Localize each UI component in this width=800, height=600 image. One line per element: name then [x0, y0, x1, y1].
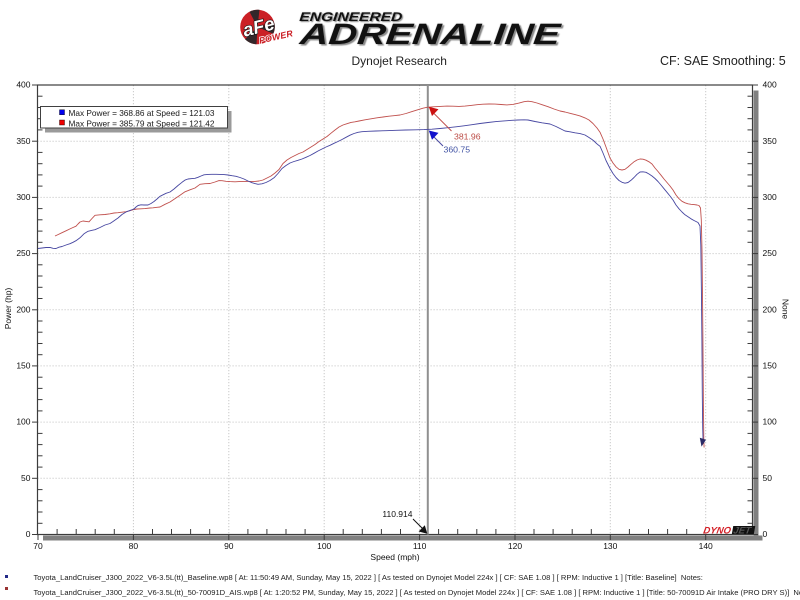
svg-text:Speed (mph): Speed (mph) — [370, 552, 419, 562]
svg-text:Max Power = 385.79 at Speed =: Max Power = 385.79 at Speed = 121.42 — [69, 118, 215, 128]
svg-text:120: 120 — [508, 541, 522, 551]
svg-text:350: 350 — [763, 136, 777, 146]
svg-text:140: 140 — [699, 541, 713, 551]
svg-text:400: 400 — [16, 80, 30, 90]
svg-text:100: 100 — [317, 541, 331, 551]
svg-text:150: 150 — [16, 361, 30, 371]
svg-text:Power (hp): Power (hp) — [3, 288, 13, 330]
svg-text:130: 130 — [603, 541, 617, 551]
svg-text:50: 50 — [21, 473, 31, 483]
svg-text:200: 200 — [763, 304, 777, 314]
svg-text:100: 100 — [763, 417, 777, 427]
svg-text:250: 250 — [16, 248, 30, 258]
svg-text:350: 350 — [16, 136, 30, 146]
svg-text:250: 250 — [763, 248, 777, 258]
svg-text:300: 300 — [16, 192, 30, 202]
svg-text:200: 200 — [16, 304, 30, 314]
svg-text:150: 150 — [763, 361, 777, 371]
svg-text:DYNO: DYNO — [702, 526, 732, 537]
svg-text:110.914: 110.914 — [382, 509, 412, 519]
svg-text:360.75: 360.75 — [444, 145, 471, 155]
svg-text:381.96: 381.96 — [454, 132, 481, 142]
svg-text:100: 100 — [16, 417, 30, 427]
svg-text:50: 50 — [763, 473, 773, 483]
svg-text:None: None — [781, 299, 791, 320]
svg-text:0: 0 — [26, 529, 31, 539]
svg-text:80: 80 — [129, 541, 139, 551]
svg-text:Max Power = 368.86 at Speed =: Max Power = 368.86 at Speed = 121.03 — [69, 108, 215, 118]
svg-text:70: 70 — [33, 541, 43, 551]
svg-text:JET: JET — [732, 526, 752, 537]
svg-text:90: 90 — [224, 541, 234, 551]
svg-text:110: 110 — [413, 541, 427, 551]
svg-text:400: 400 — [763, 80, 777, 90]
svg-text:0: 0 — [763, 529, 768, 539]
svg-text:300: 300 — [763, 192, 777, 202]
